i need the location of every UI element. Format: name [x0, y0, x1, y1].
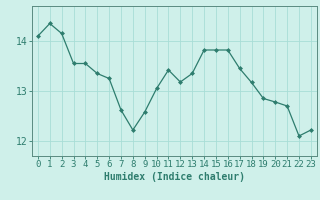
X-axis label: Humidex (Indice chaleur): Humidex (Indice chaleur) [104, 172, 245, 182]
